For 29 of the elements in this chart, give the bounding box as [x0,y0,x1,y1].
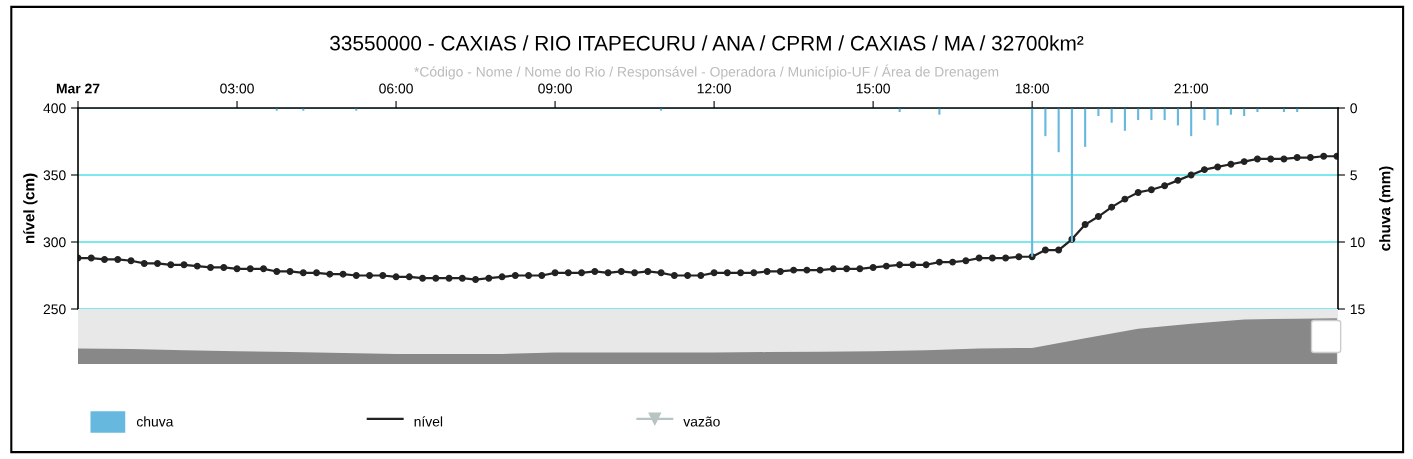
x-tick-label: 12:00 [697,83,731,94]
y-tick-label: 250 [43,304,66,315]
legend-label: nível [414,416,443,427]
legend-label: vazão [683,416,720,427]
x-tick-label: 09:00 [538,83,572,94]
bar [1123,108,1126,131]
y2-tick-label: 10 [1350,237,1365,248]
x-tick-label: Mar 27 [56,83,100,94]
x-tick-label: 15:00 [856,83,890,94]
bar [1057,108,1060,153]
y2-tick-label: 0 [1350,103,1357,114]
y2-axis-title: chuva (mm) [1379,166,1394,251]
x-tick-label: 06:00 [379,83,413,94]
bar [1110,108,1113,123]
chart-title: 33550000 - CAXIAS / RIO ITAPECURU / ANA / CPRM / CAXIAS / MA / 32700km² [330,35,1084,51]
chart-subtitle: *Código - Nome / Nome do Rio / Responsável - Operadora / Município-UF / Área de Drenagem [414,64,999,80]
legend-label: chuva [136,416,174,427]
y-tick-label: 350 [43,170,66,181]
x-tick-label: 18:00 [1015,83,1049,94]
y2-tick-label: 15 [1350,304,1365,315]
x-tick-label: 21:00 [1174,83,1208,94]
bar [1084,108,1087,147]
y-axis-title: nível (cm) [23,173,38,244]
x-tick-label: 03:00 [220,83,254,94]
bar [1044,108,1047,137]
y-tick-label: 300 [43,237,66,248]
bar [1190,108,1193,137]
y-tick-label: 400 [43,103,66,114]
y2-tick-label: 5 [1350,170,1357,181]
